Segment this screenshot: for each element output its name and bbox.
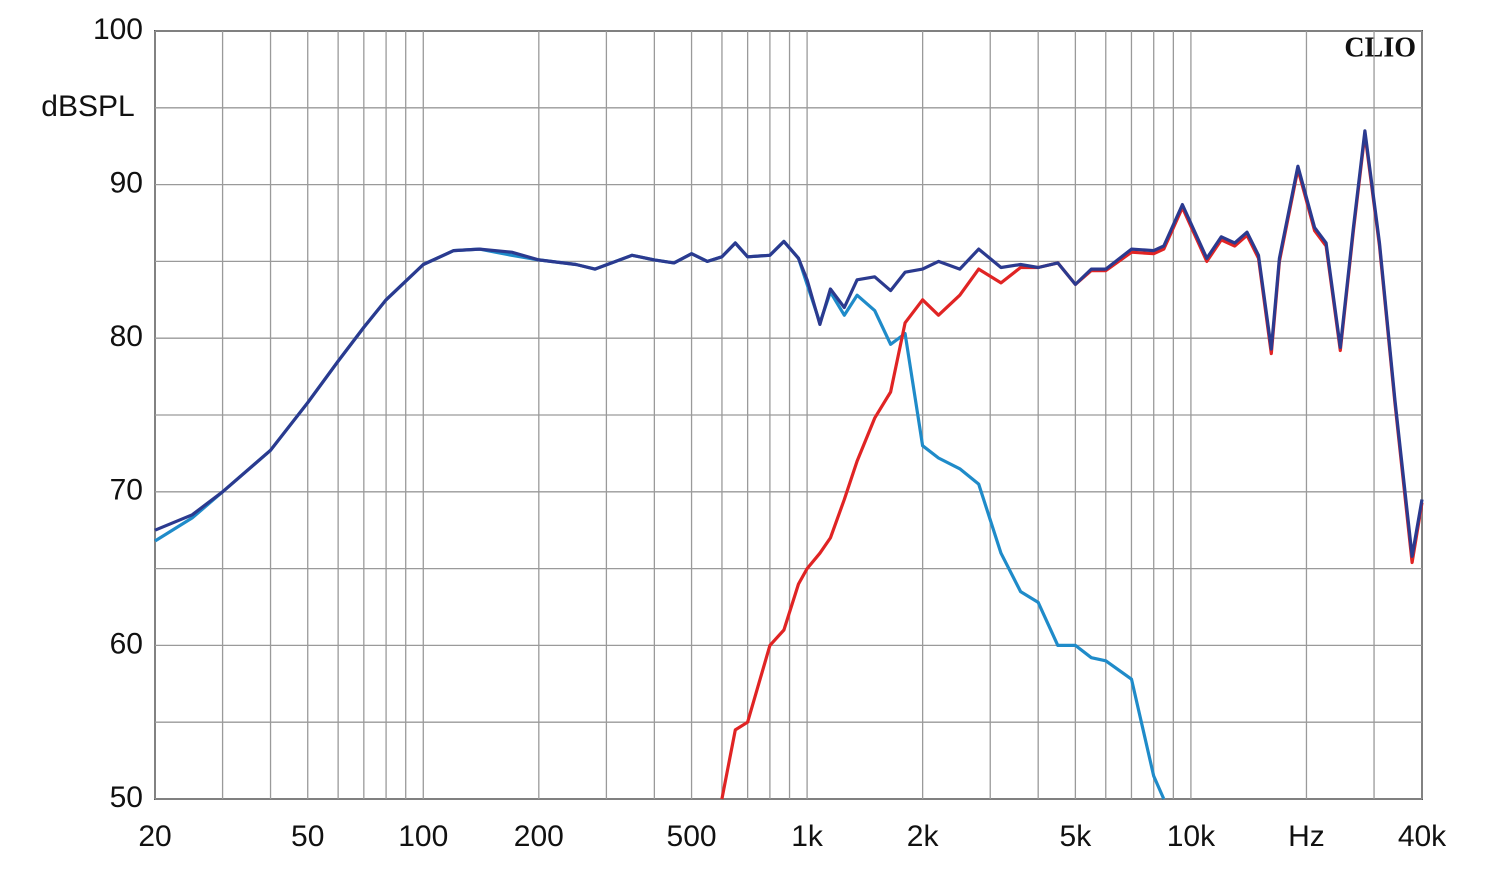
x-tick-label: 1k [791, 820, 824, 853]
series-line [154, 129, 1424, 558]
x-tick-label: 100 [398, 820, 448, 853]
x-tick-label: 5k [1060, 820, 1093, 853]
x-tick-label: 500 [667, 820, 717, 853]
x-tick-label: 40k [1398, 820, 1447, 853]
y-tick-label: 50 [110, 781, 143, 814]
y-tick-label: 90 [110, 167, 143, 200]
y-tick-label: 60 [110, 627, 143, 660]
y-axis-label: dBSPL [41, 90, 134, 123]
x-tick-label: 50 [291, 820, 324, 853]
x-tick-label: 200 [514, 820, 564, 853]
x-tick-label: 2k [907, 820, 940, 853]
y-tick-label: 100 [93, 13, 143, 46]
y-tick-label: 80 [110, 320, 143, 353]
x-tick-label: Hz [1288, 820, 1325, 853]
y-tick-label: 70 [110, 474, 143, 507]
x-tick-label: 10k [1167, 820, 1216, 853]
x-tick-label: 20 [138, 820, 171, 853]
annotation: CLIO [1344, 32, 1416, 63]
